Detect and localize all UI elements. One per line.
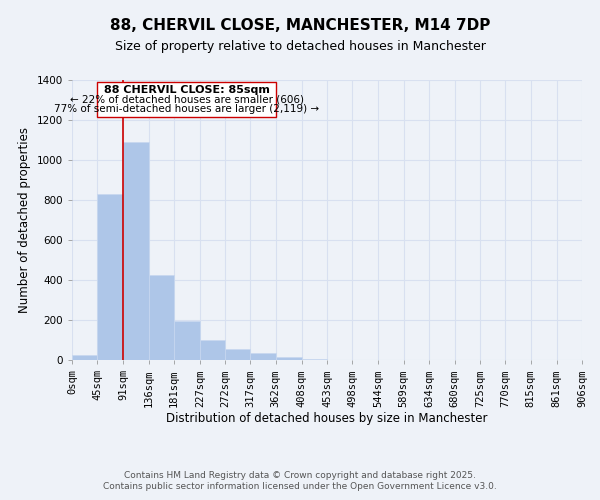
Text: Contains HM Land Registry data © Crown copyright and database right 2025.: Contains HM Land Registry data © Crown c… (124, 471, 476, 480)
Bar (302, 359, 327, 360)
Bar (276, 357, 302, 360)
Text: 88, CHERVIL CLOSE, MANCHESTER, M14 7DP: 88, CHERVIL CLOSE, MANCHESTER, M14 7DP (110, 18, 490, 32)
Text: 88 CHERVIL CLOSE: 85sqm: 88 CHERVIL CLOSE: 85sqm (104, 84, 269, 94)
Y-axis label: Number of detached properties: Number of detached properties (18, 127, 31, 313)
Text: Contains public sector information licensed under the Open Government Licence v3: Contains public sector information licen… (103, 482, 497, 491)
Bar (225, 349, 250, 360)
FancyBboxPatch shape (97, 82, 276, 117)
Bar (123, 142, 149, 360)
Bar (149, 275, 174, 360)
Bar (250, 353, 276, 360)
Bar (174, 321, 200, 360)
X-axis label: Distribution of detached houses by size in Manchester: Distribution of detached houses by size … (166, 412, 488, 425)
Bar (97, 194, 123, 360)
Bar (200, 340, 225, 360)
Text: Size of property relative to detached houses in Manchester: Size of property relative to detached ho… (115, 40, 485, 53)
Bar (72, 355, 97, 360)
Text: 77% of semi-detached houses are larger (2,119) →: 77% of semi-detached houses are larger (… (54, 104, 319, 115)
Text: ← 22% of detached houses are smaller (606): ← 22% of detached houses are smaller (60… (70, 94, 304, 104)
